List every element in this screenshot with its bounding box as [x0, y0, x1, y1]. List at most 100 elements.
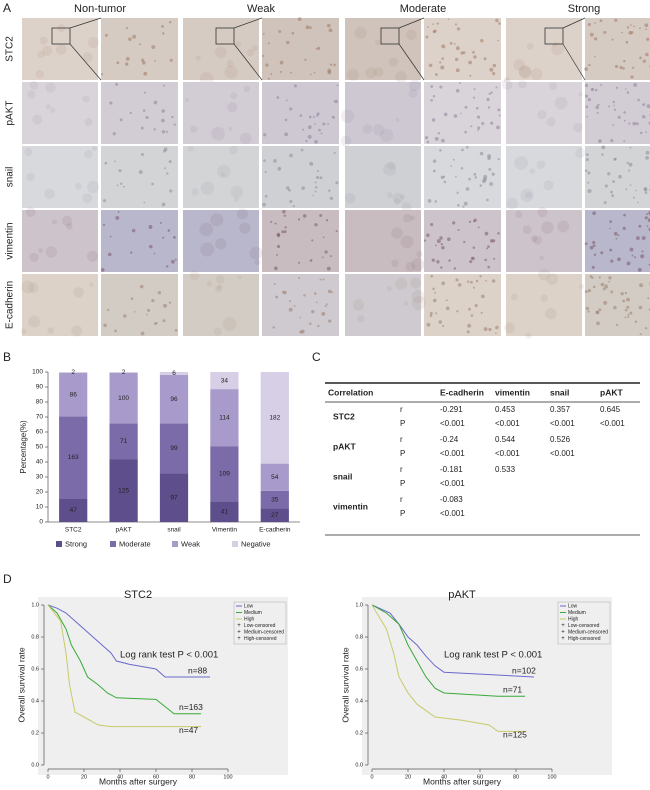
cell-nucleus [584, 67, 588, 71]
tissue-texture [82, 193, 93, 204]
cell-nucleus [429, 314, 433, 317]
cell-nucleus [114, 329, 117, 333]
cell-nucleus [450, 165, 452, 167]
tissue-texture [35, 69, 45, 79]
value-label: 96 [170, 396, 178, 403]
cell-nucleus [431, 258, 435, 262]
cell-nucleus [327, 68, 332, 73]
cell-nucleus [643, 187, 648, 192]
cell-nucleus [167, 229, 171, 232]
micrograph-zoom [101, 18, 178, 80]
cell-nucleus [633, 82, 638, 87]
cell-nucleus [639, 27, 641, 30]
cell-nucleus [587, 98, 591, 102]
micrograph-zoom [424, 82, 501, 144]
cell-nucleus [436, 22, 439, 25]
cell-nucleus [613, 231, 618, 236]
cell-nucleus [595, 105, 599, 110]
cell-nucleus [497, 108, 501, 112]
bar-segment [210, 446, 239, 502]
cell-nucleus [623, 59, 626, 63]
cell-nucleus [622, 299, 626, 303]
y-tick-label: 50 [36, 444, 44, 451]
table-cell: <0.001 [550, 419, 575, 428]
value-label: 2 [122, 369, 126, 376]
cell-nucleus [432, 95, 436, 98]
cell-nucleus [314, 181, 317, 184]
tissue-texture [391, 259, 399, 268]
cell-nucleus [640, 254, 645, 259]
table-header: snail [550, 387, 569, 397]
y-tick-label: 0.0 [355, 762, 363, 768]
cell-nucleus [468, 60, 472, 65]
y-tick-label: 20 [36, 489, 44, 496]
cell-nucleus [161, 130, 166, 134]
tissue-texture [230, 185, 243, 198]
cell-nucleus [635, 122, 639, 126]
cell-nucleus [449, 42, 453, 45]
cell-nucleus [645, 52, 649, 57]
cell-nucleus [625, 188, 628, 191]
table-cell: <0.001 [440, 449, 465, 458]
tissue-texture [554, 96, 568, 110]
cell-nucleus [114, 160, 116, 163]
micrograph-low [22, 210, 98, 272]
cell-nucleus [463, 240, 466, 244]
micrograph-zoom [424, 18, 501, 80]
cell-nucleus [297, 261, 301, 264]
cell-nucleus [133, 311, 136, 313]
survival-curve [47, 604, 201, 715]
cell-nucleus [141, 60, 146, 65]
cell-nucleus [488, 92, 491, 95]
cell-nucleus [593, 37, 598, 41]
column-header: Strong [568, 3, 600, 15]
tissue-texture [392, 192, 404, 204]
cell-nucleus [492, 63, 497, 68]
cell-nucleus [331, 115, 335, 119]
cell-nucleus [316, 46, 321, 50]
cell-nucleus [642, 103, 646, 107]
tissue-texture [190, 125, 198, 133]
stat-label: P [400, 509, 405, 518]
cell-nucleus [627, 316, 630, 318]
row-name: vimentin [333, 501, 368, 511]
table-cell: -0.083 [440, 495, 463, 504]
y-tick-label: 0.4 [31, 698, 39, 704]
cell-nucleus [319, 278, 322, 281]
cell-nucleus [609, 227, 611, 230]
cell-nucleus [644, 191, 648, 195]
cell-nucleus [587, 310, 590, 313]
cell-nucleus [281, 230, 285, 234]
tissue-texture [89, 282, 94, 287]
cell-nucleus [314, 190, 317, 193]
cell-nucleus [604, 284, 608, 288]
survival-curve [47, 604, 210, 678]
tissue-texture [503, 76, 510, 83]
cell-nucleus [613, 104, 615, 107]
tissue-texture [373, 67, 384, 77]
tissue-texture [344, 192, 356, 204]
cell-nucleus [326, 266, 331, 271]
cell-nucleus [270, 220, 273, 223]
cell-nucleus [608, 276, 612, 280]
cell-nucleus [467, 323, 472, 328]
bar-segment [260, 372, 289, 464]
zoom-line [398, 43, 425, 81]
x-tick-label: 0 [370, 774, 373, 780]
cell-nucleus [161, 109, 165, 113]
y-tick-label: 100 [32, 369, 43, 376]
cell-nucleus [307, 125, 312, 130]
cell-nucleus [292, 204, 295, 208]
cell-nucleus [100, 268, 105, 272]
cell-nucleus [302, 128, 305, 131]
cell-nucleus [591, 265, 595, 269]
cell-nucleus [262, 54, 265, 58]
cell-nucleus [328, 190, 331, 192]
cell-nucleus [281, 290, 285, 294]
bar-segment [59, 373, 88, 417]
cell-nucleus [278, 30, 282, 34]
cell-nucleus [585, 157, 589, 162]
tissue-texture [217, 284, 222, 290]
cell-nucleus [151, 182, 154, 186]
tissue-texture [45, 82, 56, 93]
